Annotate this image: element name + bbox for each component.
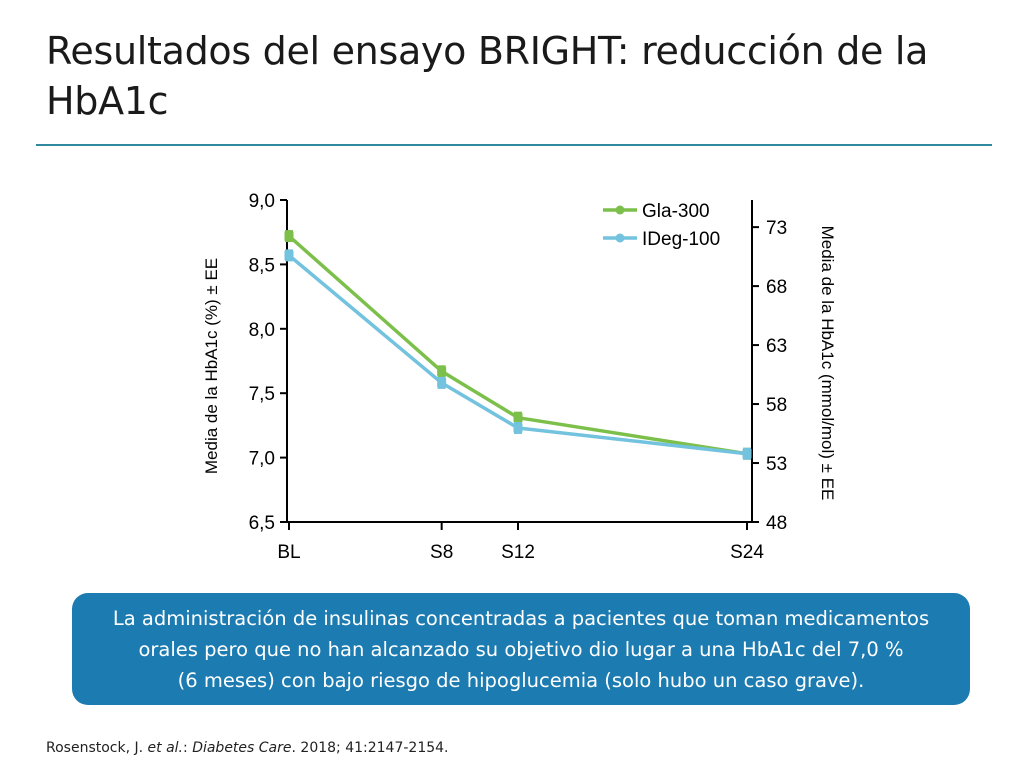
legend-swatch-marker	[615, 233, 625, 243]
citation-authors: Rosenstock, J.	[46, 740, 148, 756]
series-line	[287, 234, 748, 456]
citation: Rosenstock, J. et al.: Diabetes Care. 20…	[46, 740, 449, 756]
left-y-tick-label: 7,0	[249, 449, 275, 470]
chart-axes: 6,5 7,0 7,5 8,0 8,5 9,0 48 53 58 63 68 73 BL S8 S12 S24…	[202, 191, 837, 563]
left-y-axis-title: Media de la HbA1c (%) ± EE	[202, 258, 221, 474]
left-y-tick-label: 8,5	[249, 255, 275, 276]
page-title: Resultados del ensayo BRIGHT: reducción …	[46, 29, 929, 123]
legend-label: Gla-300	[642, 201, 710, 222]
legend-label: IDeg-100	[642, 229, 720, 250]
right-y-tick-label: 68	[766, 277, 787, 298]
data-point	[284, 250, 294, 260]
right-y-tick-label: 53	[766, 454, 787, 475]
series-ideg-100	[284, 249, 752, 460]
left-y-tick-label: 7,5	[249, 384, 275, 405]
right-y-tick-label: 48	[766, 513, 787, 534]
right-y-tick-label: 58	[766, 395, 787, 416]
citation-etal: et al.	[147, 740, 184, 756]
right-y-tick-label: 73	[766, 218, 787, 239]
data-point	[513, 423, 523, 433]
data-point	[742, 449, 752, 459]
data-point	[284, 231, 294, 241]
legend-swatch-marker	[615, 205, 625, 215]
x-tick-label: S8	[430, 542, 453, 563]
left-y-tick-label: 9,0	[249, 191, 275, 212]
callout-line-1: La administración de insulinas concentra…	[112, 606, 930, 630]
citation-journal: Diabetes Care	[192, 740, 292, 756]
left-y-tick-label: 6,5	[249, 513, 275, 534]
data-point	[437, 366, 447, 376]
callout-line-3: (6 meses) con bajo riesgo de hipoglucemi…	[177, 668, 865, 692]
data-point	[437, 378, 447, 388]
right-y-axis-title: Media de la HbA1c (mmol/mol) ± EE	[818, 226, 837, 501]
x-tick-label: S24	[730, 542, 764, 563]
x-tick-label: S12	[501, 542, 535, 563]
citation-colon: :	[183, 740, 193, 756]
hba1c-line-chart: 6,5 7,0 7,5 8,0 8,5 9,0 48 53 58 63 68 73 BL S8 S12 S24…	[202, 191, 837, 563]
citation-details: . 2018; 41:2147-2154.	[291, 740, 449, 756]
data-point	[513, 413, 523, 423]
summary-callout: La administración de insulinas concentra…	[72, 593, 970, 705]
chart-series	[284, 230, 752, 460]
chart-legend: Gla-300 IDeg-100	[603, 201, 720, 250]
title-divider	[36, 144, 992, 146]
x-tick-label: BL	[277, 542, 300, 563]
series-line	[287, 254, 748, 456]
callout-line-2: orales pero que no han alcanzado su obje…	[138, 637, 904, 661]
left-y-tick-label: 8,0	[249, 320, 275, 341]
right-y-tick-label: 63	[766, 336, 787, 357]
